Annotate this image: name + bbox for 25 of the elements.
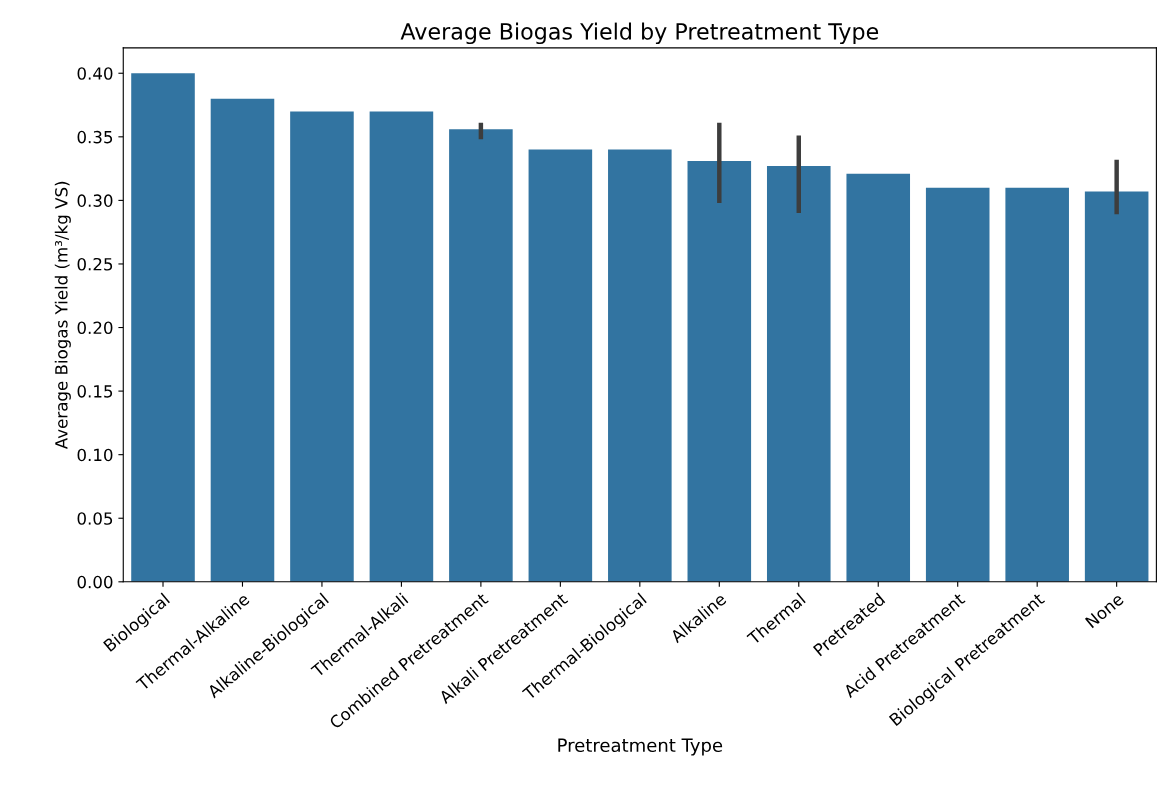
chart-title: Average Biogas Yield by Pretreatment Type [400,22,879,45]
bar [687,160,752,582]
bar [528,149,593,582]
y-tick-label: 0.15 [77,385,113,398]
bar [369,111,434,582]
y-tick-label: 0.30 [77,194,113,207]
y-tick-label: 0.20 [77,321,113,335]
y-axis-title: Average Biogas Yield (m³/kg VS) [54,181,71,450]
bar [766,166,831,582]
bar [846,173,911,582]
y-tick-label: 0.40 [77,67,113,80]
y-tick-label: 0.35 [77,130,113,144]
bar [290,111,354,582]
bar [925,187,990,582]
y-tick-label: 0.00 [77,575,113,589]
y-tick-label: 0.05 [77,512,113,525]
y-tick-label: 0.25 [77,257,113,271]
bar [131,73,195,582]
bar [1084,191,1149,582]
bar [449,129,513,582]
bar [210,98,275,582]
bar [1005,187,1069,582]
y-tick-label: 0.10 [77,448,113,462]
x-axis-title: Pretreatment Type [558,738,723,756]
bar [608,149,672,582]
